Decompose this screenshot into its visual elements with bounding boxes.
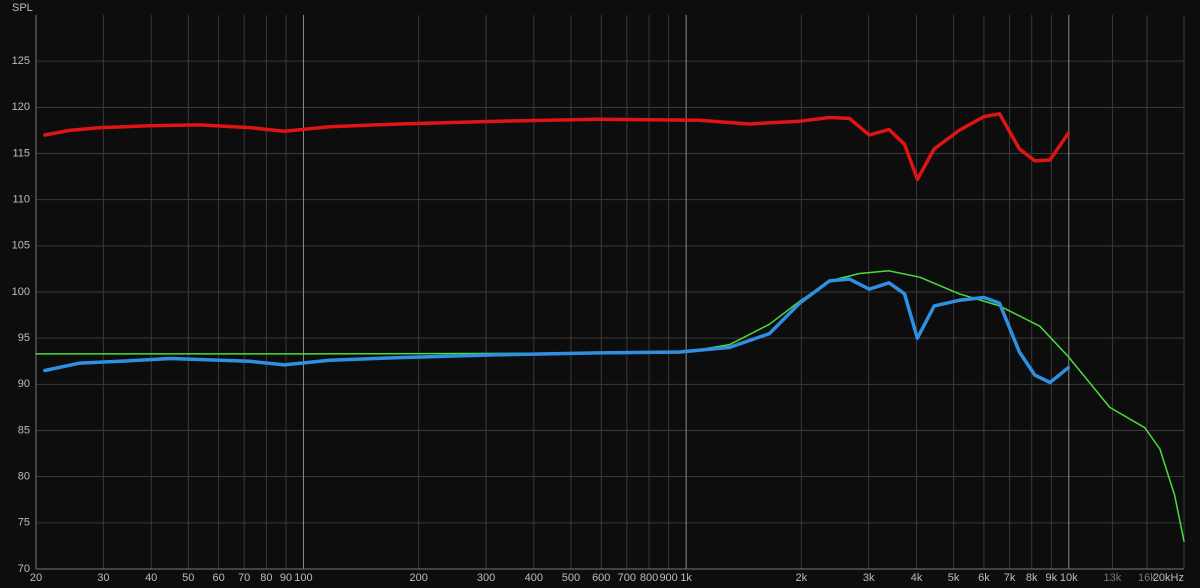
x-tick-label: 3k bbox=[863, 572, 875, 584]
x-tick-label: 10k bbox=[1060, 572, 1078, 584]
x-tick-label: 50 bbox=[182, 572, 194, 584]
y-tick-label: 120 bbox=[12, 101, 30, 113]
y-tick-label: 115 bbox=[12, 147, 30, 159]
x-tick-label: 40 bbox=[145, 572, 157, 584]
x-tick-label: 5k bbox=[948, 572, 960, 584]
x-tick-label: 500 bbox=[562, 572, 580, 584]
x-tick-label: 400 bbox=[525, 572, 543, 584]
x-tick-label: 6k bbox=[978, 572, 990, 584]
x-tick-label: 600 bbox=[592, 572, 610, 584]
x-tick-label: 70 bbox=[238, 572, 250, 584]
y-tick-label: 75 bbox=[18, 517, 30, 529]
x-tick-label: 4k bbox=[911, 572, 923, 584]
x-tick-label: 9k bbox=[1045, 572, 1057, 584]
x-tick-label: 300 bbox=[477, 572, 495, 584]
x-tick-label: 1k bbox=[680, 572, 692, 584]
x-tick-label: 100 bbox=[294, 572, 312, 584]
x-tick-label: 900 bbox=[659, 572, 677, 584]
x-tick-label: 7k bbox=[1004, 572, 1016, 584]
y-axis-label: SPL bbox=[12, 2, 33, 14]
x-tick-label: 20 bbox=[30, 572, 42, 584]
x-tick-label: 8k bbox=[1026, 572, 1038, 584]
y-tick-label: 100 bbox=[12, 286, 30, 298]
x-tick-label: 20kHz bbox=[1153, 572, 1184, 584]
y-tick-label: 105 bbox=[12, 240, 30, 252]
x-tick-label: 90 bbox=[280, 572, 292, 584]
x-tick-label: 30 bbox=[97, 572, 109, 584]
y-tick-label: 110 bbox=[12, 194, 30, 206]
x-tick-label: 13k bbox=[1104, 572, 1122, 584]
x-tick-label: 2k bbox=[796, 572, 808, 584]
y-tick-label: 80 bbox=[18, 471, 30, 483]
series-line bbox=[43, 112, 1071, 182]
y-tick-label: 95 bbox=[18, 332, 30, 344]
x-tick-label: 200 bbox=[409, 572, 427, 584]
y-tick-label: 85 bbox=[18, 424, 30, 436]
series-line bbox=[35, 270, 1185, 543]
y-tick-label: 90 bbox=[18, 378, 30, 390]
x-tick-label: 80 bbox=[260, 572, 272, 584]
x-tick-label: 700 bbox=[618, 572, 636, 584]
x-tick-label: 16k bbox=[1138, 572, 1156, 584]
y-tick-label: 70 bbox=[18, 563, 30, 575]
y-tick-label: 125 bbox=[12, 55, 30, 67]
series-line bbox=[43, 277, 1071, 385]
x-tick-label: 800 bbox=[640, 572, 658, 584]
x-tick-label: 60 bbox=[212, 572, 224, 584]
